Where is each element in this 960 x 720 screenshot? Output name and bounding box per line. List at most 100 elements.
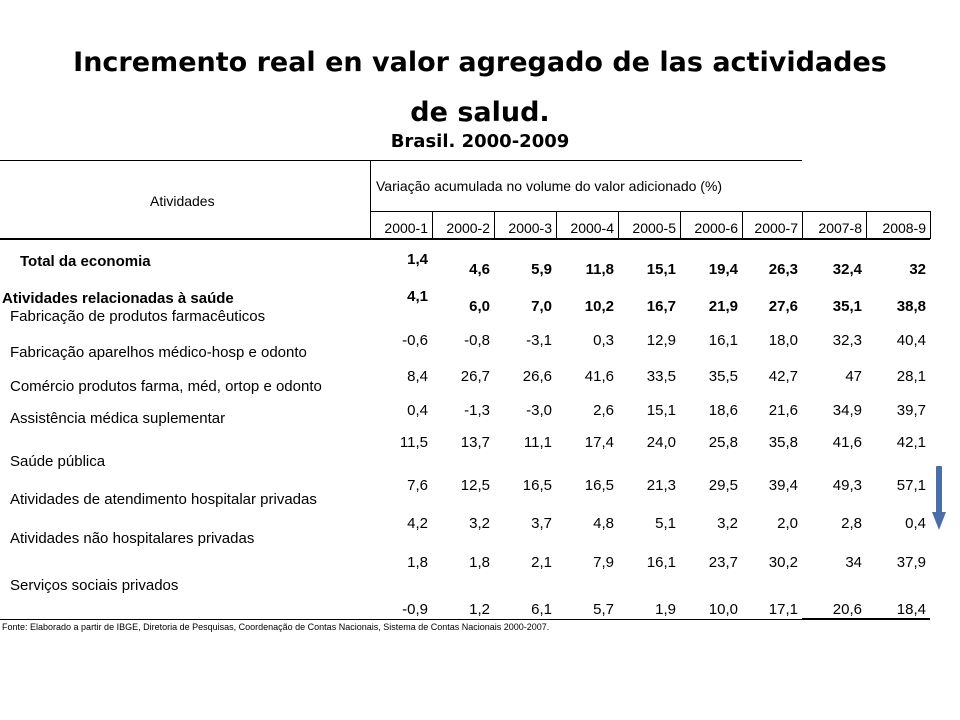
table-cell: 2,1 [531,554,552,571]
table-cell: 26,3 [768,261,798,278]
table-cell: 34 [845,554,862,571]
table-cell: 17,1 [768,601,798,618]
row-label: Total da economia [20,253,151,270]
table-cell: 5,1 [655,515,676,532]
table-cell: 1,2 [469,601,490,618]
table-cell: 16,5 [584,477,614,494]
table-cell: 8,4 [407,368,428,385]
column-header: 2000-5 [632,220,676,236]
table-cell: 4,1 [407,288,428,305]
header-group-rule [370,211,930,212]
table-cell: 16,7 [646,298,676,315]
header-bottom-rule [0,238,930,240]
table-cell: -1,3 [464,402,490,419]
table-cell: -0,8 [464,332,490,349]
column-divider-rule [742,211,743,239]
table-cell: 2,6 [593,402,614,419]
table-cell: 30,2 [768,554,798,571]
table-cell: 2,8 [841,515,862,532]
table-cell: 41,6 [832,434,862,451]
source-note: Fonte: Elaborado a partir de IBGE, Diret… [2,622,550,632]
table-cell: 32,3 [832,332,862,349]
table-cell: 41,6 [584,368,614,385]
table-cell: 23,7 [708,554,738,571]
table-cell: 26,6 [522,368,552,385]
table-cell: 4,8 [593,515,614,532]
column-header: 2000-7 [754,220,798,236]
table-top-rule [0,160,802,161]
table-cell: 21,6 [768,402,798,419]
table-cell: 24,0 [646,434,676,451]
table-cell: 0,3 [593,332,614,349]
table-cell: 4,2 [407,515,428,532]
table-cell: 40,4 [896,332,926,349]
header-divider-rule [370,160,371,240]
table-cell: 15,1 [646,261,676,278]
table-cell: 39,4 [768,477,798,494]
table-cell: 11,8 [585,261,614,278]
column-divider-rule [618,211,619,239]
table-cell: 28,1 [896,368,926,385]
table-cell: 10,2 [584,298,614,315]
table-cell: 32 [909,261,926,278]
table-cell: 16,1 [646,554,676,571]
table-cell: 11,1 [523,434,552,451]
column-divider-rule [432,211,433,239]
table-cell: 21,9 [708,298,738,315]
table-cell: 27,6 [768,298,798,315]
table-cell: 11,5 [399,434,428,451]
column-header: 2007-8 [818,220,862,236]
table-cell: 20,6 [832,601,862,618]
table-cell: 1,8 [469,554,490,571]
table-cell: 47 [845,368,862,385]
source-bottom-rule [802,618,930,619]
table-cell: 16,1 [708,332,738,349]
row-label: Atividades relacionadas à saúde [2,290,234,307]
column-divider-rule [680,211,681,239]
title-line-1: Incremento real en valor agregado de las… [73,47,887,78]
table-cell: 3,7 [531,515,552,532]
table-cell: 1,8 [407,554,428,571]
table-cell: -3,0 [526,402,552,419]
column-divider-rule [866,211,867,239]
table-cell: 35,1 [832,298,862,315]
table-cell: 4,6 [469,261,490,278]
table-cell: 32,4 [832,261,862,278]
table-cell: 37,9 [896,554,926,571]
table-cell: 5,7 [593,601,614,618]
table-cell: 7,0 [531,298,552,315]
group-header-label: Variação acumulada no volume do valor ad… [376,178,723,194]
table-cell: 17,4 [584,434,614,451]
page-subtitle: Brasil. 2000-2009 [390,131,570,152]
table-cell: 57,1 [896,477,926,494]
row-header-label: Atividades [150,193,215,209]
table-cell: 0,4 [905,515,926,532]
table-cell: 12,5 [460,477,490,494]
table-cell: 35,5 [708,368,738,385]
table-cell: -0,6 [402,332,428,349]
table-cell: 13,7 [460,434,490,451]
table-cell: 25,8 [708,434,738,451]
table-cell: 33,5 [646,368,676,385]
table-cell: 42,7 [768,368,798,385]
table-cell: 1,9 [655,601,676,618]
column-divider-rule [930,211,931,239]
table-cell: 12,9 [646,332,676,349]
table-cell: 19,4 [708,261,738,278]
column-header: 2000-4 [570,220,614,236]
column-divider-rule [494,211,495,239]
table-bottom-rule [0,619,930,620]
table-cell: 38,8 [896,298,926,315]
column-header: 2008-9 [882,220,926,236]
table-cell: 1,4 [407,251,428,268]
row-label: Atividades de atendimento hospitalar pri… [10,491,317,508]
column-divider-rule [556,211,557,239]
column-header: 2000-3 [508,220,552,236]
table-cell: 16,5 [522,477,552,494]
row-label: Atividades não hospitalares privadas [10,530,255,547]
table-cell: 21,3 [646,477,676,494]
table-cell: 29,5 [708,477,738,494]
table-cell: 6,0 [469,298,490,315]
row-label: Fabricação aparelhos médico-hosp e odont… [10,344,307,361]
title-line-2: de salud. [410,97,550,128]
